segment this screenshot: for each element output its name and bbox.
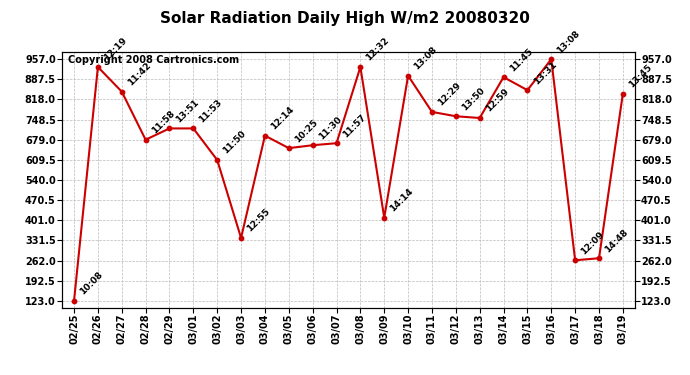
Text: 11:53: 11:53 [197, 98, 224, 124]
Text: 13:08: 13:08 [412, 45, 439, 72]
Text: 11:30: 11:30 [317, 114, 344, 141]
Text: 12:19: 12:19 [102, 36, 129, 63]
Point [164, 125, 175, 131]
Point [355, 64, 366, 70]
Text: 12:14: 12:14 [269, 105, 296, 132]
Point [426, 109, 437, 115]
Point [402, 73, 413, 79]
Text: 11:57: 11:57 [341, 112, 367, 139]
Text: 11:42: 11:42 [126, 61, 152, 87]
Point [474, 115, 485, 121]
Point [116, 88, 127, 94]
Text: 10:25: 10:25 [293, 117, 319, 144]
Point [618, 91, 629, 97]
Point [331, 140, 342, 146]
Point [307, 142, 318, 148]
Text: 13:51: 13:51 [174, 98, 200, 124]
Point [140, 137, 151, 143]
Text: 13:50: 13:50 [460, 86, 486, 112]
Text: 12:09: 12:09 [580, 230, 606, 256]
Text: 12:29: 12:29 [436, 81, 463, 108]
Text: 11:50: 11:50 [221, 129, 248, 156]
Point [451, 113, 462, 119]
Text: 12:59: 12:59 [484, 87, 511, 114]
Text: 13:45: 13:45 [627, 63, 653, 90]
Text: 13:08: 13:08 [555, 28, 582, 55]
Point [546, 56, 557, 62]
Point [235, 235, 246, 241]
Text: 14:14: 14:14 [388, 187, 415, 213]
Text: 12:32: 12:32 [364, 36, 391, 63]
Text: 13:31: 13:31 [531, 59, 558, 86]
Point [379, 214, 390, 220]
Text: 11:58: 11:58 [150, 109, 177, 135]
Text: Copyright 2008 Cartronics.com: Copyright 2008 Cartronics.com [68, 55, 239, 65]
Text: Solar Radiation Daily High W/m2 20080320: Solar Radiation Daily High W/m2 20080320 [160, 11, 530, 26]
Point [259, 133, 270, 139]
Point [498, 74, 509, 80]
Text: 14:48: 14:48 [603, 227, 630, 254]
Point [284, 145, 295, 151]
Text: 11:45: 11:45 [508, 46, 535, 73]
Point [570, 257, 581, 263]
Point [68, 298, 79, 304]
Text: 10:08: 10:08 [78, 270, 105, 297]
Text: 12:55: 12:55 [245, 207, 272, 234]
Point [593, 255, 604, 261]
Point [212, 157, 223, 163]
Point [92, 64, 104, 70]
Point [188, 125, 199, 131]
Point [522, 87, 533, 93]
